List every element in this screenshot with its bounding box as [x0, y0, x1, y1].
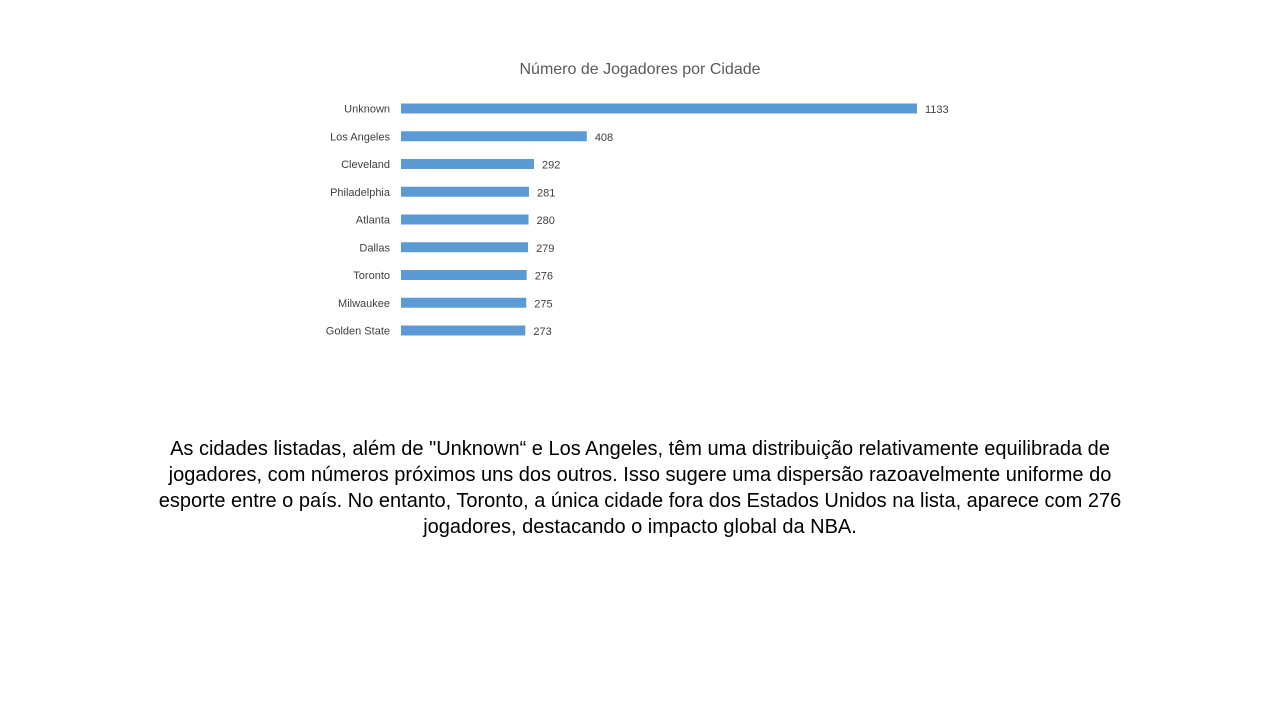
bar-chart: Número de Jogadores por Cidade Unknown 11…	[326, 61, 949, 338]
data-label: 280	[537, 215, 555, 227]
bar	[401, 270, 527, 280]
category-label: Milwaukee	[338, 298, 390, 310]
category-label: Philadelphia	[330, 187, 391, 199]
bar	[401, 103, 917, 114]
bar	[401, 186, 529, 197]
chart-title: Número de Jogadores por Cidade	[519, 61, 760, 78]
data-label: 1133	[925, 104, 949, 116]
bar	[401, 214, 529, 225]
bars-group: Unknown 1133 Los Angeles 408 Cleveland 292 Phi…	[326, 103, 949, 338]
bar	[401, 325, 526, 336]
category-label: Toronto	[353, 270, 390, 282]
data-label: 292	[542, 160, 560, 172]
data-label: 408	[595, 132, 613, 144]
data-label: 276	[535, 271, 553, 283]
data-label: 273	[533, 326, 551, 338]
category-label: Cleveland	[341, 159, 390, 171]
bar	[401, 297, 527, 308]
category-label: Golden State	[326, 326, 390, 338]
bar	[401, 159, 534, 169]
data-label: 279	[536, 243, 554, 255]
data-label: 281	[537, 187, 555, 199]
data-label: 275	[534, 298, 552, 310]
caption-text: As cidades listadas, além de "Unknown“ e…	[158, 438, 1122, 538]
category-label: Atlanta	[356, 215, 391, 227]
category-label: Los Angeles	[330, 131, 390, 143]
category-label: Unknown	[344, 104, 390, 116]
bar	[401, 131, 587, 142]
bar	[401, 242, 529, 253]
category-label: Dallas	[359, 242, 390, 254]
